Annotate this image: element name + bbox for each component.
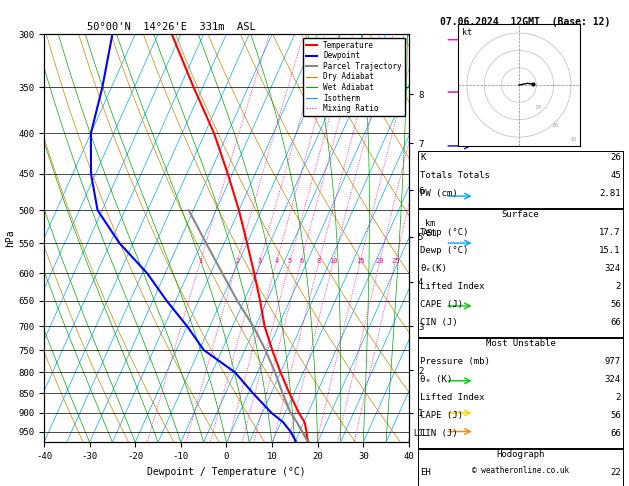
Text: 2: 2: [615, 393, 621, 402]
Legend: Temperature, Dewpoint, Parcel Trajectory, Dry Adiabat, Wet Adiabat, Isotherm, Mi: Temperature, Dewpoint, Parcel Trajectory…: [303, 38, 405, 116]
Text: 66: 66: [610, 318, 621, 327]
Text: EH: EH: [420, 468, 431, 477]
X-axis label: Dewpoint / Temperature (°C): Dewpoint / Temperature (°C): [147, 467, 306, 477]
Y-axis label: hPa: hPa: [6, 229, 15, 247]
Text: Surface: Surface: [502, 210, 539, 219]
Text: 56: 56: [610, 300, 621, 309]
Text: 8: 8: [317, 259, 321, 264]
Text: 10: 10: [535, 105, 542, 110]
Text: Hodograph: Hodograph: [496, 450, 545, 459]
Text: 26: 26: [610, 153, 621, 162]
Text: 30: 30: [569, 137, 577, 141]
Text: Dewp (°C): Dewp (°C): [420, 246, 469, 255]
Text: © weatheronline.co.uk: © weatheronline.co.uk: [472, 466, 569, 475]
Text: 324: 324: [604, 264, 621, 273]
Text: 56: 56: [610, 411, 621, 420]
Text: 20: 20: [376, 259, 384, 264]
Text: 324: 324: [604, 375, 621, 384]
Text: CIN (J): CIN (J): [420, 429, 458, 438]
Text: 66: 66: [610, 429, 621, 438]
Text: 4: 4: [275, 259, 279, 264]
Text: Pressure (mb): Pressure (mb): [420, 357, 490, 366]
Text: 3: 3: [258, 259, 262, 264]
Title: 50°00'N  14°26'E  331m  ASL: 50°00'N 14°26'E 331m ASL: [87, 22, 256, 32]
Text: Lifted Index: Lifted Index: [420, 282, 485, 291]
Text: Lifted Index: Lifted Index: [420, 393, 485, 402]
Text: CAPE (J): CAPE (J): [420, 300, 463, 309]
Text: 2: 2: [615, 282, 621, 291]
Text: kt: kt: [462, 28, 472, 37]
Text: Most Unstable: Most Unstable: [486, 339, 555, 348]
Text: Totals Totals: Totals Totals: [420, 171, 490, 180]
Text: 20: 20: [552, 122, 559, 128]
Text: CIN (J): CIN (J): [420, 318, 458, 327]
Text: 5: 5: [288, 259, 292, 264]
Text: Temp (°C): Temp (°C): [420, 228, 469, 237]
Text: 1: 1: [198, 259, 203, 264]
Text: 15.1: 15.1: [599, 246, 621, 255]
Text: 45: 45: [610, 171, 621, 180]
Text: 15: 15: [356, 259, 364, 264]
Text: 2.81: 2.81: [599, 189, 621, 198]
Text: 25: 25: [391, 259, 399, 264]
Text: CAPE (J): CAPE (J): [420, 411, 463, 420]
Text: 6: 6: [299, 259, 303, 264]
Text: LCL: LCL: [413, 429, 427, 438]
Text: 07.06.2024  12GMT  (Base: 12): 07.06.2024 12GMT (Base: 12): [440, 17, 610, 27]
Text: 977: 977: [604, 357, 621, 366]
Text: 17.7: 17.7: [599, 228, 621, 237]
Text: 22: 22: [610, 468, 621, 477]
Text: PW (cm): PW (cm): [420, 189, 458, 198]
Text: 10: 10: [329, 259, 338, 264]
Text: K: K: [420, 153, 426, 162]
Text: θₑ(K): θₑ(K): [420, 264, 447, 273]
Y-axis label: km
ASL: km ASL: [423, 219, 438, 238]
Text: 2: 2: [235, 259, 239, 264]
Text: θₑ (K): θₑ (K): [420, 375, 452, 384]
